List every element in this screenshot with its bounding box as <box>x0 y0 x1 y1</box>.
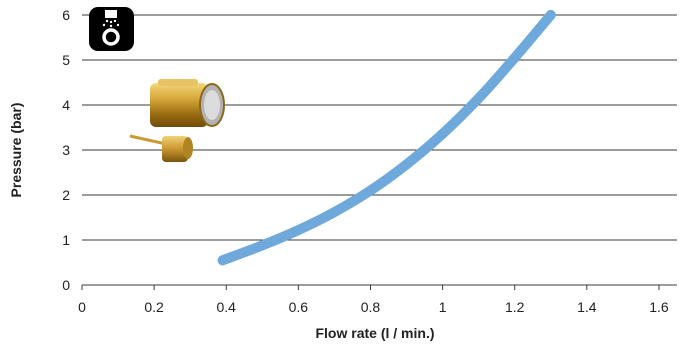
data-point <box>509 52 520 63</box>
x-tick-label: 0.2 <box>144 299 164 315</box>
data-point <box>401 159 412 170</box>
x-tick-label: 1.6 <box>649 299 669 315</box>
y-tick-labels: 0 1 2 3 4 5 6 <box>62 7 70 293</box>
y-tick-label: 5 <box>62 52 70 68</box>
data-point <box>329 207 340 218</box>
x-tick-label: 0.4 <box>217 299 237 315</box>
y-tick-label: 6 <box>62 7 70 23</box>
y-axis-title: Pressure (bar) <box>8 103 24 198</box>
nozzle-spray-icon <box>89 7 134 51</box>
x-tick-label: 1 <box>439 299 447 315</box>
series-line-0 <box>217 10 556 266</box>
x-tick-label: 0.6 <box>289 299 309 315</box>
brass-nozzle-fitting-icon <box>129 79 225 162</box>
x-tick-label: 1.4 <box>577 299 597 315</box>
data-point <box>257 240 268 251</box>
data-point <box>473 93 484 104</box>
data-point <box>293 225 304 236</box>
series-layer <box>217 10 556 266</box>
data-point <box>437 128 448 139</box>
x-tick-labels: 0 0.2 0.4 0.6 0.8 1 1.2 1.4 1.6 <box>78 285 669 315</box>
y-tick-label: 1 <box>62 232 70 248</box>
data-point <box>365 185 376 196</box>
x-tick-label: 0 <box>78 299 86 315</box>
x-axis-title: Flow rate (l / min.) <box>315 325 434 341</box>
x-tick-label: 1.2 <box>505 299 525 315</box>
data-point <box>217 255 228 266</box>
data-point <box>545 10 556 20</box>
y-tick-label: 0 <box>62 277 70 293</box>
y-tick-label: 4 <box>62 97 70 113</box>
y-tick-label: 3 <box>62 142 70 158</box>
y-tick-label: 2 <box>62 187 70 203</box>
x-tick-label: 0.8 <box>361 299 381 315</box>
